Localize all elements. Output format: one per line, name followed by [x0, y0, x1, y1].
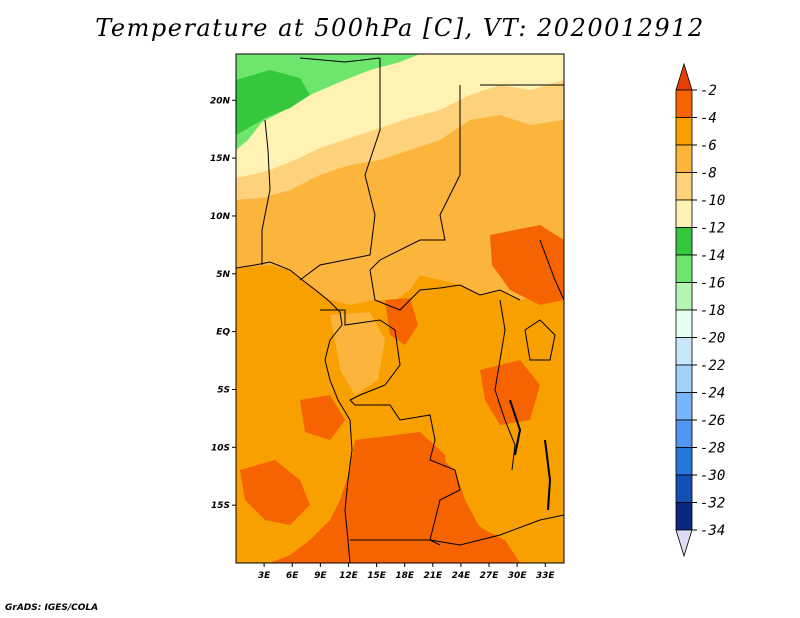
border-southern: [350, 514, 564, 546]
page-title: Temperature at 500hPa [C], VT: 202001291…: [95, 14, 705, 42]
lake-malawi: [544, 439, 552, 511]
colorbar-label: -34: [700, 523, 725, 539]
colorbar-swatch: [675, 364, 693, 393]
border-ethiopia: [539, 239, 564, 301]
colorbar-label: -12: [700, 221, 725, 237]
field-minus14-to-minus12: [236, 70, 310, 135]
colorbar-label: -10: [700, 193, 725, 209]
colorbar-swatch: [675, 172, 693, 201]
colorbar-label: -28: [700, 441, 725, 457]
lat-tick-label: 10S: [211, 443, 230, 453]
border-benin-togo: [261, 119, 271, 265]
latitude-axis: 20N 15N 10N 5N EQ 5S 10S 15S: [210, 96, 236, 511]
colorbar-label: -14: [700, 248, 725, 264]
colorbar-swatch: [675, 447, 693, 476]
colorbar-label: -32: [700, 496, 725, 512]
border-congo: [320, 309, 401, 401]
lake-tanganyika: [509, 399, 522, 456]
grads-credit: GrADS: IGES/COLA: [5, 603, 99, 613]
lon-tick-label: 6E: [286, 571, 299, 581]
lat-tick-label: 20N: [210, 96, 231, 106]
colorbar-swatch: [675, 474, 693, 503]
coastline-west-africa: [236, 261, 343, 326]
colorbar-swatch: [675, 199, 693, 228]
lat-tick-label: 5S: [217, 385, 230, 395]
colorbar-swatch: [675, 309, 693, 338]
colorbar-label: -6: [700, 138, 717, 154]
lat-tick-label: 15S: [211, 501, 230, 511]
field-patch-angola-coast: [300, 395, 345, 440]
colorbar-label: -16: [700, 276, 725, 292]
field-patch-congo-basin: [330, 312, 385, 395]
lat-tick-label: 5N: [216, 270, 230, 280]
colorbar-label: -22: [700, 358, 725, 374]
colorbar-swatch: [675, 337, 693, 366]
coastline-southwest: [324, 324, 353, 563]
border-car: [374, 284, 521, 311]
colorbar-top-triangle: [675, 62, 693, 91]
field-patch-tanzania: [480, 360, 540, 425]
temperature-field: [236, 54, 564, 563]
lon-tick-label: 3E: [258, 571, 271, 581]
border-drc-angola: [349, 399, 461, 546]
lon-tick-label: 33E: [536, 571, 556, 581]
map-frame: [235, 53, 565, 564]
colorbar-swatch: [675, 227, 693, 256]
colorbar-swatch: [675, 282, 693, 311]
colorbar: -2 -4 -6 -8 -10 -12 -14 -16 -18 -20 -22 -24 -26 -28 -3…: [675, 62, 725, 558]
colorbar-swatch: [675, 419, 693, 448]
longitude-axis: 3E 6E 9E 12E 15E 18E 21E 24E 27E 30E 33E: [258, 563, 556, 581]
field-patch-south: [340, 432, 510, 563]
colorbar-swatch: [675, 89, 693, 118]
colorbar-label: -30: [700, 468, 725, 484]
lat-tick-label: EQ: [216, 328, 230, 338]
border-chad-sudan: [369, 85, 461, 301]
field-patch-south-sudan: [490, 225, 564, 305]
colorbar-swatch: [675, 117, 693, 146]
field-patch-gabon: [385, 298, 418, 345]
lon-tick-label: 15E: [367, 571, 387, 581]
colorbar-label: -26: [700, 413, 725, 429]
lon-tick-label: 9E: [314, 571, 327, 581]
border-niger-chad: [299, 58, 381, 281]
colorbar-swatch: [675, 254, 693, 283]
colorbar-label: -4: [700, 111, 717, 127]
border-great-lakes: [494, 299, 516, 471]
lon-tick-label: 12E: [339, 571, 359, 581]
colorbar-swatch: [675, 392, 693, 421]
colorbar-swatch: [675, 502, 693, 531]
colorbar-label: -8: [700, 166, 717, 182]
lon-tick-label: 18E: [395, 571, 415, 581]
border-algeria-niger: [299, 57, 381, 63]
colorbar-label: -24: [700, 386, 725, 402]
lake-victoria: [524, 319, 556, 361]
colorbar-bottom-triangle: [675, 529, 693, 558]
colorbar-swatch: [675, 144, 693, 173]
colorbar-label: -2: [700, 83, 717, 99]
lon-tick-label: 30E: [508, 571, 528, 581]
lon-tick-label: 21E: [423, 571, 443, 581]
field-patch-southwest: [240, 460, 310, 525]
lat-tick-label: 15N: [210, 154, 231, 164]
colorbar-label: -20: [700, 331, 725, 347]
country-borders: [236, 57, 564, 563]
lon-tick-label: 27E: [480, 571, 500, 581]
colorbar-label: -18: [700, 303, 725, 319]
lat-tick-label: 10N: [210, 212, 231, 222]
lon-tick-label: 24E: [452, 571, 472, 581]
